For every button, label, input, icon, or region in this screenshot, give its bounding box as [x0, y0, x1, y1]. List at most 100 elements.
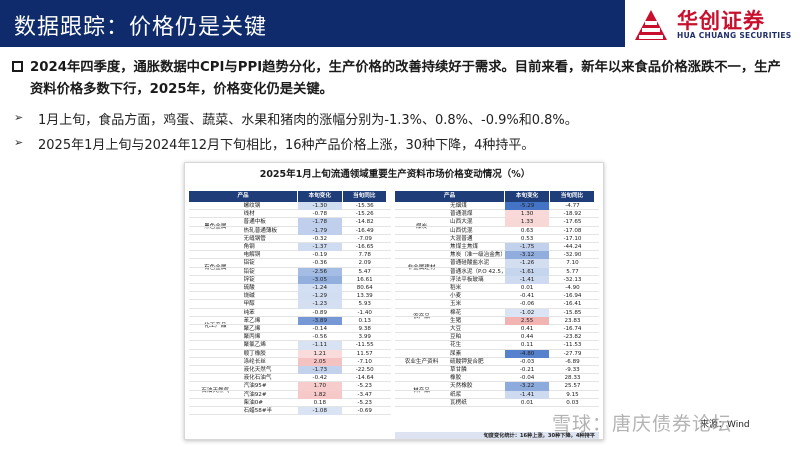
table-row: 焦炭（准一级冶金焦） -3.12 -32.90 [395, 251, 599, 260]
source-note: 来源：Wind [700, 420, 750, 430]
period-change-value: -1.41 [505, 390, 550, 399]
table-row: 烧碱 -1.29 13.39 [189, 292, 391, 301]
table-row: 纸浆 -1.41 9.15 [395, 390, 599, 399]
product-name: 聚乙烯 [243, 326, 261, 332]
product-name: 柴油0# [243, 399, 263, 406]
yoy-change-value: -1.40 [357, 309, 372, 316]
table-row: 聚丙烯 -0.56 3.99 [189, 333, 391, 342]
table-header-cell: 当旬同比 [342, 191, 386, 202]
product-name: 硫酸钾复合肥 [450, 358, 484, 365]
product-name: 草甘膦 [450, 367, 467, 373]
period-change-value: 1.33 [505, 218, 550, 227]
table-row: 液化石油气 -0.42 -14.64 [189, 374, 391, 383]
table-footnote: 旬度变化统计：16种上涨，30种下降，4种持平 [395, 432, 599, 439]
yoy-change-value: -7.09 [357, 235, 372, 242]
product-name: 山西大混 [450, 219, 473, 226]
period-change-value: 1.21 [298, 349, 342, 358]
product-name: 线材 [243, 211, 255, 218]
product-name: 聚丙烯 [243, 334, 261, 341]
period-change-value: -3.22 [505, 382, 550, 391]
table-row: 铅锭 -2.56 5.47 [189, 267, 391, 276]
table-header-cell: 本旬变化 [505, 191, 550, 202]
yoy-change-value: -15.26 [355, 211, 374, 218]
period-change-value: -3.05 [298, 275, 342, 284]
product-name: 铝锭 [243, 260, 255, 267]
bullet-text-1: 1月上旬，食品方面，鸡蛋、蔬菜、水果和猪肉的涨幅分别为-1.3%、0.8%、-0… [38, 113, 578, 128]
table-row: 普通混煤 1.30 -18.92 [395, 210, 599, 219]
product-name: 螺纹钢 [243, 203, 261, 209]
yoy-change-value: -4.90 [565, 285, 580, 291]
table-row: 橡胶 -0.04 28.33 [395, 374, 599, 383]
period-change-value: -1.29 [298, 292, 342, 301]
yoy-change-value: -5.23 [357, 399, 372, 406]
period-change-value: -1.02 [505, 308, 550, 317]
product-name: 苯乙烯 [243, 317, 261, 324]
product-name: 浮法平板玻璃 [450, 276, 484, 283]
table-row: 电解铜 -0.19 7.78 [189, 251, 391, 260]
period-change-value: -1.37 [298, 243, 342, 252]
yoy-change-value: 5.77 [566, 268, 579, 275]
table-header-cell: 产品 [189, 191, 298, 202]
yoy-change-value: -23.82 [563, 334, 582, 341]
price-change-table: 2025年1月上旬流通领域重要生产资料市场价格变动情况（%） 产品 本旬变化 当旬同… [184, 162, 604, 440]
table-row: 热轧普通薄板 -1.79 -16.49 [189, 226, 391, 235]
yoy-change-value: -32.90 [563, 252, 582, 259]
table-row: 天然橡胶 -3.22 25.57 [395, 382, 599, 391]
product-name: 涤纶长丝 [243, 358, 266, 365]
yoy-change-value: -5.23 [357, 383, 372, 390]
product-name: 铅锭 [243, 268, 255, 275]
yoy-change-value: -16.41 [563, 301, 582, 308]
yoy-change-value: 23.83 [564, 317, 581, 324]
table-group-label: 化工产品 [189, 284, 242, 366]
table-row: 草甘膦 -0.21 -9.33 [395, 366, 599, 375]
table-row: 甲醇 -1.23 5.93 [189, 300, 391, 309]
table-row: 普通中板 -1.78 -14.82 [189, 218, 391, 227]
table-row: 普通水泥（P.O 42.5，袋装）-1.61 5.77 [395, 267, 599, 276]
table-row: 涤纶长丝 2.05 -7.10 [189, 357, 391, 366]
yoy-change-value: -7.10 [357, 358, 372, 365]
company-logo: 华创证券 HUA CHUANG SECURITIES [631, 4, 796, 46]
period-change-value: -0.36 [312, 260, 328, 267]
period-change-value: -5.29 [505, 202, 550, 211]
period-change-value: -1.26 [505, 259, 550, 268]
yoy-change-value: 3.99 [358, 334, 371, 341]
table-row: 螺纹钢 -1.30 -15.36 [189, 202, 391, 211]
product-name: 豆粕 [450, 334, 462, 341]
period-change-value: -0.14 [312, 326, 328, 332]
period-change-value: 0.01 [520, 399, 534, 406]
product-name: 小麦 [450, 293, 462, 300]
yoy-change-value: -11.53 [563, 342, 582, 349]
table-title: 2025年1月上旬流通领域重要生产资料市场价格变动情况（%） [259, 169, 531, 180]
table-row: 棉花 -1.02 -15.85 [395, 308, 599, 317]
yoy-change-value: -16.49 [355, 227, 374, 234]
product-name: 甲醇 [243, 301, 255, 308]
logo-chinese-name: 华创证券 [677, 9, 765, 33]
yoy-change-value: -9.33 [565, 367, 580, 373]
product-name: 角钢 [243, 244, 255, 250]
yoy-change-value: -17.10 [563, 235, 582, 242]
yoy-change-value: 28.33 [564, 375, 581, 382]
product-name: 生猪 [450, 317, 462, 324]
yoy-change-value: -14.64 [355, 375, 374, 382]
yoy-change-value: 13.39 [356, 293, 373, 300]
yoy-change-value: -27.79 [563, 350, 582, 357]
title-bar: 数据跟踪：价格仍是关键 [0, 0, 625, 47]
table-row: 大豆 0.41 -16.74 [395, 325, 599, 334]
period-change-value: -1.79 [298, 226, 342, 235]
bullet-text-2: 2025年1月上旬与2024年12月下旬相比，16种产品价格上涨，30种下降，4… [38, 138, 535, 153]
product-name: 顺丁橡胶 [243, 350, 266, 357]
table-row: 浮法平板玻璃 -1.41 -32.13 [395, 275, 599, 284]
yoy-change-value: -32.13 [563, 276, 582, 283]
table-row: 顺丁橡胶 1.21 11.57 [189, 349, 391, 358]
yoy-change-value: 25.57 [564, 383, 581, 390]
table-header-cell: 当旬同比 [550, 191, 594, 202]
product-name: 液化石油气 [243, 375, 272, 382]
period-change-value: 0.63 [520, 227, 534, 234]
product-name: 普通水泥（P.O 42.5，袋装） [450, 268, 505, 275]
table-row: 聚氯乙烯 -1.11 -11.55 [189, 341, 391, 350]
table-row: 纯苯 -0.89 -1.40 [189, 309, 391, 317]
period-change-value: -0.06 [519, 301, 535, 308]
table-group-label: 石油天然气 [189, 366, 242, 416]
period-change-value: 0.18 [313, 399, 327, 406]
table-row: 玉米 -0.06 -16.41 [395, 300, 599, 309]
